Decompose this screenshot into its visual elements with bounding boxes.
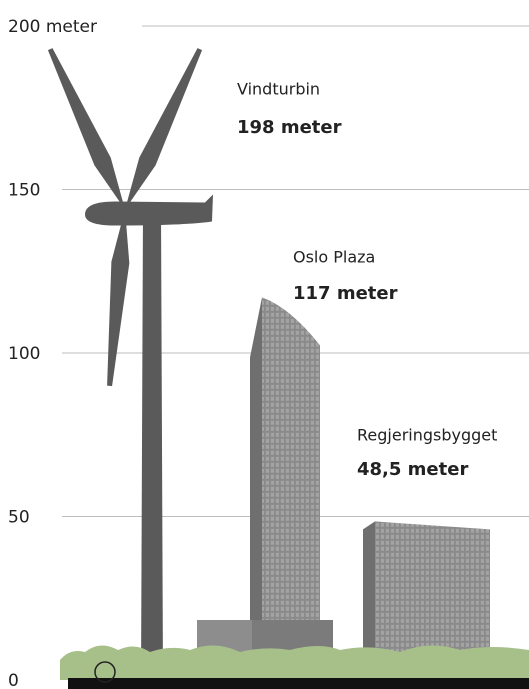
plaza-tower bbox=[262, 297, 320, 640]
value-label: 117 meter bbox=[293, 283, 398, 304]
y-tick-label: 100 bbox=[8, 344, 40, 364]
y-tick-label: 150 bbox=[8, 181, 40, 201]
value-label: 48,5 meter bbox=[357, 459, 468, 480]
category-label: Oslo Plaza bbox=[293, 248, 375, 267]
turbine-blade bbox=[48, 48, 125, 209]
turbine-blade bbox=[125, 48, 202, 209]
y-tick-label: 200 meter bbox=[8, 17, 97, 37]
wind-turbine bbox=[48, 48, 213, 680]
ground bbox=[60, 645, 529, 689]
turbine-tower bbox=[141, 210, 163, 680]
turbine-nacelle bbox=[85, 195, 213, 226]
plaza-side bbox=[250, 297, 262, 640]
y-tick-label: 0 bbox=[8, 671, 19, 689]
marks bbox=[48, 48, 490, 680]
value-label: 198 meter bbox=[237, 117, 342, 138]
oslo-plaza bbox=[197, 297, 333, 680]
chart: 0 50 100 150 200 meter Vindturbin 198 meter Osl… bbox=[0, 0, 529, 689]
turbine-blade bbox=[107, 210, 129, 387]
y-tick-label: 50 bbox=[8, 508, 30, 528]
category-label: Vindturbin bbox=[237, 80, 320, 99]
category-label: Regjeringsbygget bbox=[357, 426, 497, 445]
